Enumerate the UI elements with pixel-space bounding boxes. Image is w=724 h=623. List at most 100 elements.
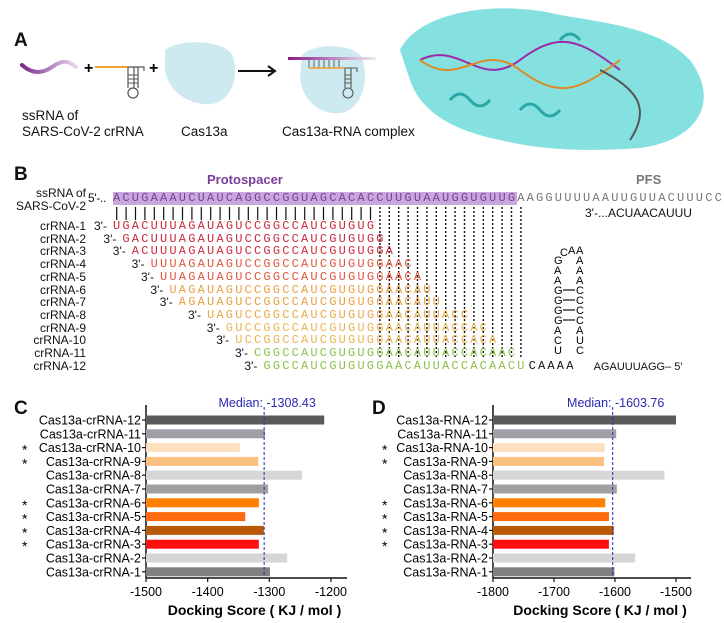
label-crrna: crRNA <box>104 124 144 139</box>
category-label: Cas13a-crRNA-3 <box>46 538 141 552</box>
cas13a-blob <box>165 42 236 105</box>
crrna-row-label: crRNA-7 <box>39 295 86 310</box>
crrna-row-label: crRNA-12 <box>33 358 86 373</box>
median-label: Median: -1603.76 <box>567 396 664 410</box>
category-label: Cas13a-RNA-2 <box>403 552 488 566</box>
hairpin-base: G <box>554 315 563 327</box>
category-label: Cas13a-crRNA-8 <box>46 469 141 483</box>
category-label: Cas13a-crRNA-2 <box>46 552 141 566</box>
crrna-row-label: crRNA-4 <box>39 257 86 272</box>
crrna-sequence: UUAGAUAGUCCGGCCAUCGUGUGGAACA <box>160 269 424 284</box>
bar <box>146 484 269 494</box>
hairpin-base: A <box>576 265 584 277</box>
crrna-3prime: 3'- <box>235 346 248 360</box>
category-label: Cas13a-RNA-4 <box>403 524 488 538</box>
category-label: Cas13a-crRNA-6 <box>46 496 141 510</box>
crrna-sequence: CGGCCAUCGUGUGGAACAUUACCACAAC <box>254 346 518 360</box>
crrna-sequence: UCCGGCCAUCGUGUGGAACAUUACCACA <box>235 333 499 348</box>
crrna-row-label: crRNA-9 <box>39 320 86 335</box>
category-label: Cas13a-crRNA-12 <box>39 414 141 428</box>
panel-a-letter: A <box>14 30 28 51</box>
x-axis-label: Docking Score ( KJ / mol ) <box>168 602 341 618</box>
category-label: Cas13a-crRNA-9 <box>46 455 141 469</box>
protospacer-label: Protospacer <box>207 172 283 187</box>
bar <box>146 498 259 508</box>
significance-star: * <box>22 455 28 471</box>
hairpin-loop-base: A <box>576 246 584 257</box>
bar <box>493 429 617 439</box>
bar <box>146 470 303 480</box>
hairpin-base: C <box>576 315 584 327</box>
category-label: Cas13a-RNA-10 <box>396 441 488 455</box>
crrna-3prime: 3'- <box>131 257 145 272</box>
bar <box>493 484 617 494</box>
hairpin-base: A <box>576 275 584 287</box>
significance-star: * <box>22 538 28 554</box>
crrna-sequence: UAGUCCGGCCAUCGUGUGGAACAUUACC <box>207 307 471 322</box>
hairpin-base: A <box>554 265 562 277</box>
crrna-tail-right: AGAUUUAGG– 5' <box>593 360 683 373</box>
category-label: Cas13a-RNA-7 <box>403 483 488 497</box>
crrna-3prime: 3'- <box>112 244 126 259</box>
crrna-tail-left: CAAAA <box>528 358 576 373</box>
bar <box>493 567 615 577</box>
category-label: Cas13a-crRNA-10 <box>39 441 141 455</box>
significance-star: * <box>382 442 388 458</box>
bar <box>493 456 605 466</box>
crrna-row-label: crRNA-2 <box>39 231 86 246</box>
plus-sign-1: + <box>84 60 93 77</box>
crrna-row-label: crRNA-5 <box>39 269 86 284</box>
crrna-3prime: 3'- <box>188 307 201 322</box>
hairpin-base: G <box>554 305 563 317</box>
crrna-3prime: 3'- <box>103 231 117 246</box>
significance-star: * <box>382 455 388 471</box>
x-tick-label: -1400 <box>192 585 224 599</box>
hairpin-base: G <box>554 285 563 297</box>
crrna-3prime: 3'- <box>244 358 258 373</box>
hairpin-base: G <box>554 255 563 267</box>
arrow-icon <box>238 65 277 77</box>
x-axis-label: Docking Score ( KJ / mol ) <box>513 602 686 618</box>
bar <box>493 539 609 549</box>
crrna-row-label: crRNA-6 <box>39 282 86 297</box>
bar <box>493 525 614 535</box>
category-label: Cas13a-RNA-6 <box>403 496 488 510</box>
x-tick-label: -1800 <box>477 585 509 599</box>
category-label: Cas13a-RNA-9 <box>403 455 488 469</box>
bar <box>146 443 240 453</box>
crrna-3prime: 3'- <box>206 320 220 335</box>
hairpin-base: U <box>576 335 584 347</box>
hairpin-base: C <box>554 335 562 347</box>
crrna-sequence: UGACUUUAGAUAGUCCGGCCAUCGUGUG <box>113 219 377 233</box>
category-label: Cas13a-RNA-11 <box>397 427 488 441</box>
chart-c: Cas13a-crRNA-12Cas13a-crRNA-11Cas13a-crR… <box>22 396 347 618</box>
crrna-3prime: 3'- <box>150 282 164 297</box>
panel-d-letter: D <box>372 398 386 419</box>
crrna-3prime: 3'- <box>216 333 230 348</box>
label-complex: Cas13a-RNA complex <box>282 124 415 139</box>
hairpin-base: C <box>576 295 584 307</box>
crrna-sequence: UAGAUAGUCCGGCCAUCGUGUGGAACAU <box>169 282 433 297</box>
x-tick-label: -1300 <box>253 585 285 599</box>
crrna-row-label: crRNA-3 <box>39 244 86 259</box>
crrna-sequence: UUUAGAUAGUCCGGCCAUCGUGUGGAAC <box>150 257 414 272</box>
bar <box>146 415 325 425</box>
significance-star: * <box>22 511 28 527</box>
bar <box>146 525 264 535</box>
category-label: Cas13a-RNA-8 <box>403 469 488 483</box>
hairpin-base: U <box>554 345 562 357</box>
protospacer-sequence: ACUGAAAUCUAUCAGGCCGGUAGCACACCUUGUAAUGGUG… <box>113 191 518 205</box>
x-tick-label: -1500 <box>660 585 692 599</box>
category-label: Cas13a-crRNA-1 <box>46 565 141 579</box>
hairpin-loop-base: A <box>568 246 576 257</box>
median-label: Median: -1308.43 <box>218 396 315 410</box>
hairpin-base: C <box>576 305 584 317</box>
x-tick-label: -1200 <box>315 585 347 599</box>
crrna-3prime: 3'- <box>159 295 173 310</box>
x-tick-label: -1600 <box>599 585 631 599</box>
significance-star: * <box>22 442 28 458</box>
target-label-1: ssRNA of <box>35 186 86 200</box>
bar <box>493 512 609 522</box>
